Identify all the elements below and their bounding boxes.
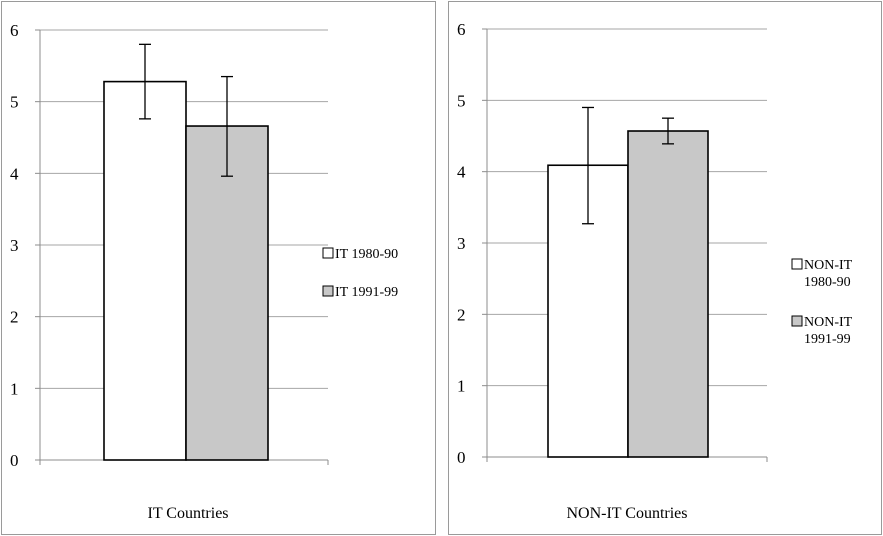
y-tick-label: 5 [10, 93, 19, 112]
bar [627, 130, 709, 458]
legend-swatch [322, 285, 334, 297]
legend-label: NON-IT [804, 315, 853, 330]
x-axis-label: NON-IT Countries [566, 505, 687, 522]
chart-panel-2: 0 1 2 3 4 5 6 NON-IT 1980-90 NON-IT 1991-99 NON-IT … [448, 1, 882, 535]
y-tick-label: 0 [457, 448, 466, 467]
y-tick-label: 3 [10, 236, 19, 255]
legend-swatch [791, 258, 803, 270]
y-tick-label: 3 [457, 234, 466, 253]
legend-label: NON-IT [804, 258, 853, 273]
legend-label: IT 1980-90 [335, 247, 398, 262]
y-tick-label: 4 [10, 164, 19, 183]
legend-swatch [791, 315, 803, 327]
y-tick-label: 6 [457, 20, 466, 39]
legend-swatch [322, 247, 334, 259]
bar [103, 80, 187, 461]
chart-panel-1: 0 1 2 3 4 5 6 IT 1980-90 IT 1991-99 IT Countries [1, 1, 436, 535]
legend-label: 1980-90 [804, 275, 851, 290]
y-tick-label: 1 [10, 379, 19, 398]
y-tick-label: 5 [457, 91, 466, 110]
legend-label: IT 1991-99 [335, 285, 398, 300]
y-tick-label: 6 [10, 21, 19, 40]
legend-label: 1991-99 [804, 332, 851, 347]
bar [185, 125, 269, 461]
x-axis-label: IT Countries [147, 505, 228, 522]
y-tick-label: 4 [457, 163, 466, 182]
y-tick-label: 1 [457, 377, 466, 396]
y-tick-label: 2 [457, 305, 466, 324]
y-tick-label: 2 [10, 308, 19, 327]
y-tick-label: 0 [10, 451, 19, 470]
